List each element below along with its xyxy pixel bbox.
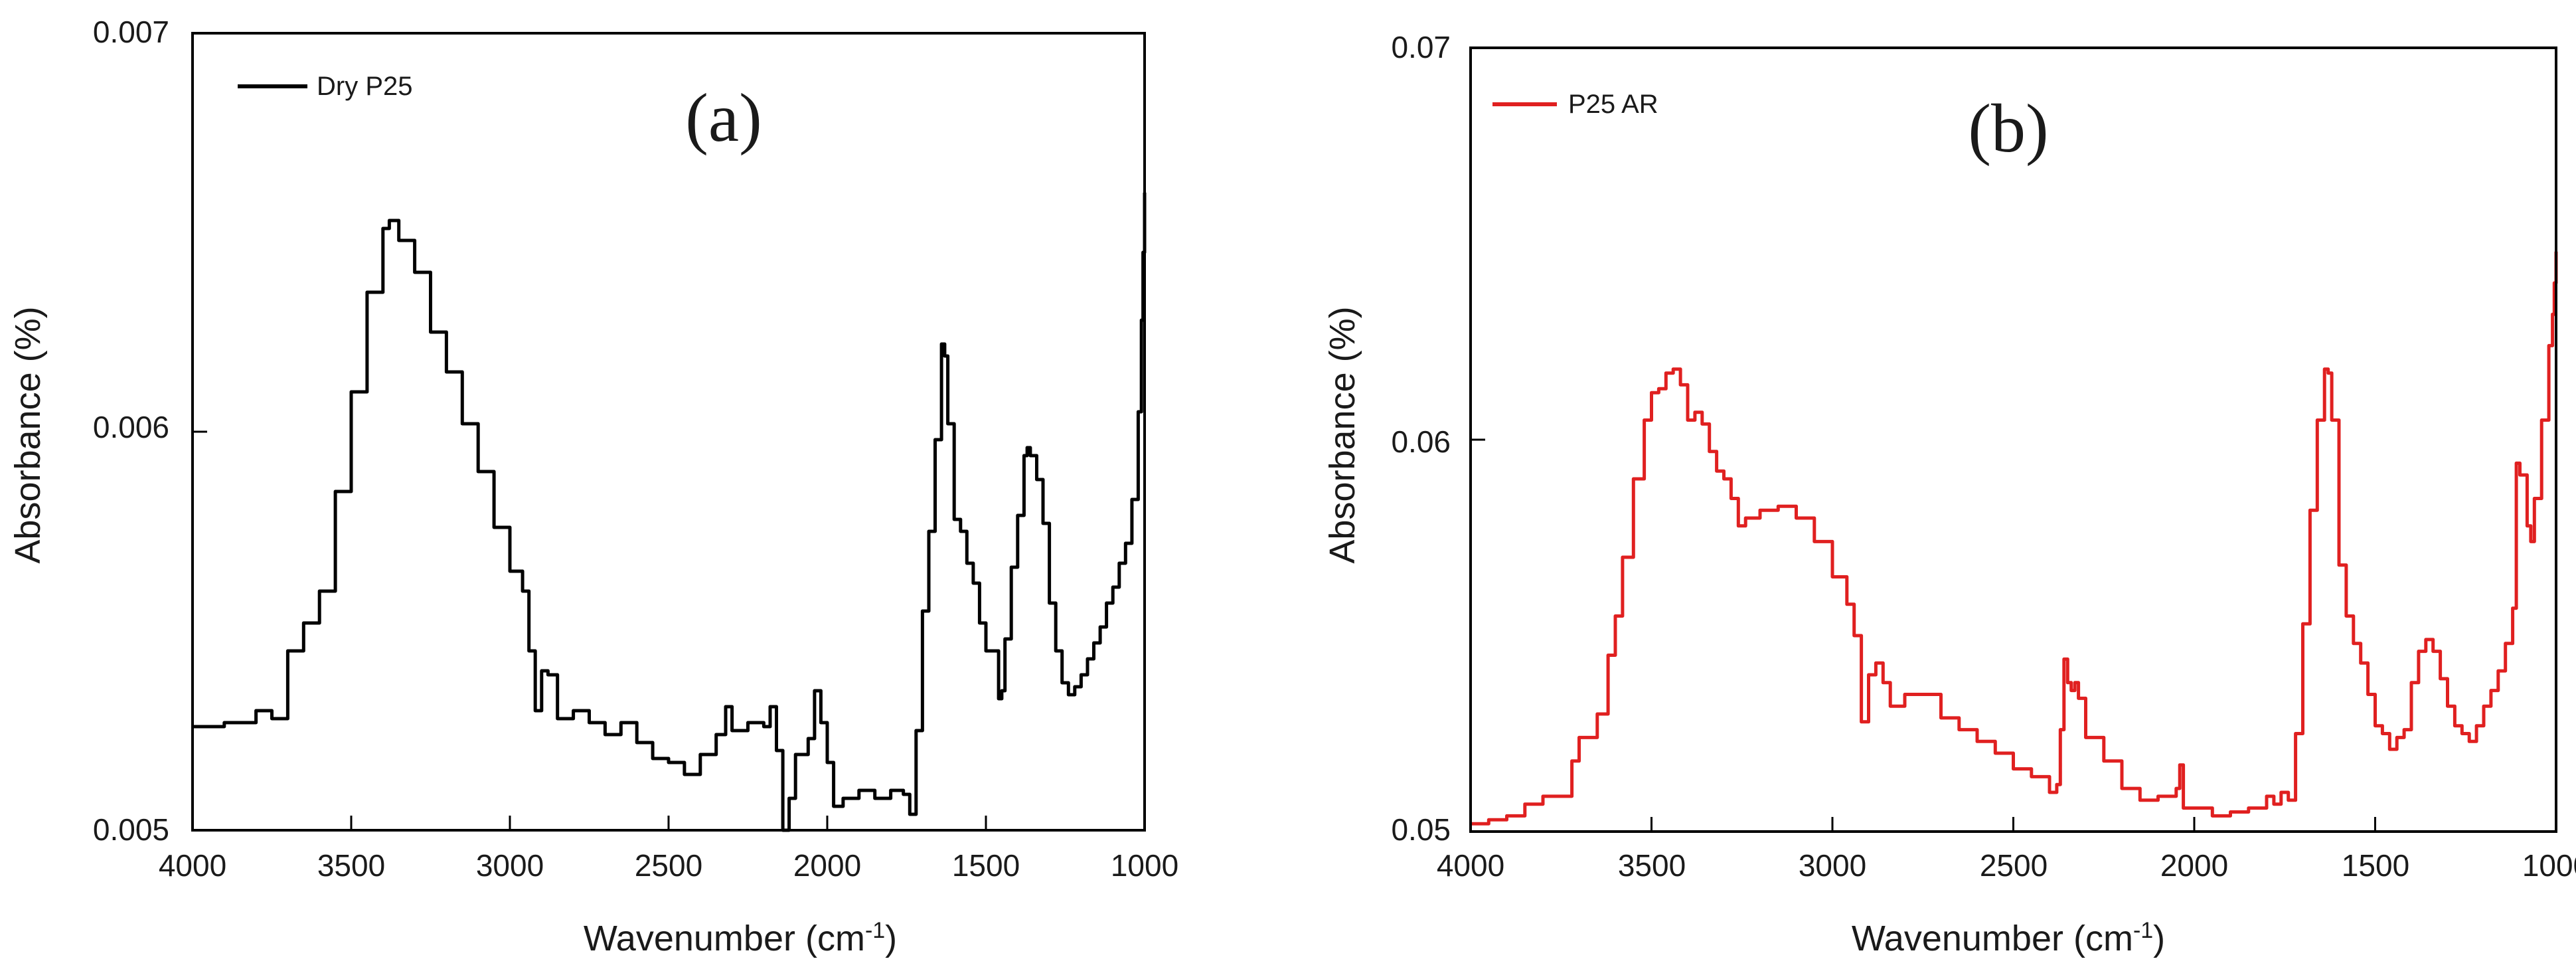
x-tick-label-a-3: 2500 [635,848,702,883]
y-axis-title-a: Absorbance (%) [8,306,48,563]
y-tick-label-a-2: 0.007 [93,15,169,49]
x-tick-label-b-4: 2000 [2160,848,2228,883]
x-tick-labels-b: 4000 3500 3000 2500 2000 1500 1000 [1437,848,2576,883]
legend-b: P25 AR [1492,90,1658,119]
x-tick-label-a-2: 3000 [476,848,544,883]
x-tick-label-b-5: 1500 [2342,848,2409,883]
series-line-a-group [193,193,1147,832]
y-tick-label-a-1: 0.006 [93,410,169,444]
x-axis-title-b-close: ) [2153,919,2165,958]
y-axis-title-b: Absorbance (%) [1323,306,1362,563]
ticks-a-group [191,32,1146,832]
x-tick-label-b-1: 3500 [1618,848,1686,883]
x-axis-title-a-main: Wavenumber (cm [584,919,865,958]
x-axis-title-b: Wavenumber (cm-1) [1852,918,2165,958]
x-axis-title-b-main: Wavenumber (cm [1852,919,2133,958]
x-axis-title-a-close: ) [885,919,897,958]
series-line-b-0 [1471,251,2558,826]
x-tick-label-a-1: 3500 [317,848,385,883]
chart-panel-a: Absorbance (%) 0.005 0.006 0.007 4000 35… [8,15,1178,958]
x-tick-label-a-6: 1000 [1111,848,1178,883]
y-tick-label-b-0: 0.05 [1391,812,1451,847]
legend-a: Dry P25 [238,72,413,101]
x-axis-title-a-sup: -1 [865,918,885,943]
x-tick-label-a-5: 1500 [952,848,1020,883]
x-axis-title-a: Wavenumber (cm-1) [584,918,897,958]
x-tick-label-a-0: 4000 [159,848,226,883]
legend-label-b: P25 AR [1568,90,1658,119]
series-line-b-group [1471,251,2558,826]
y-tick-labels-a: 0.005 0.006 0.007 [93,15,169,847]
x-tick-label-b-3: 2500 [1980,848,2048,883]
series-line-a-0 [193,193,1147,832]
x-tick-label-a-4: 2000 [793,848,861,883]
legend-label-a: Dry P25 [317,72,413,101]
plot-frame-a [191,32,1146,832]
x-tick-labels-a: 4000 3500 3000 2500 2000 1500 1000 [159,848,1178,883]
plot-frame-b [1469,46,2557,833]
x-tick-label-b-0: 4000 [1437,848,1504,883]
chart-panel-b: Absorbance (%) 0.05 0.06 0.07 4000 3500 … [1323,30,2576,958]
y-tick-label-b-1: 0.06 [1391,424,1451,459]
y-tick-label-a-0: 0.005 [93,812,169,847]
y-tick-labels-b: 0.05 0.06 0.07 [1391,30,1451,847]
panel-label-b: (b) [1968,90,2048,167]
x-tick-label-b-6: 1000 [2522,848,2576,883]
y-tick-label-b-2: 0.07 [1391,30,1451,64]
panel-label-a: (a) [685,80,762,156]
x-axis-title-b-sup: -1 [2133,918,2153,943]
x-tick-label-b-2: 3000 [1799,848,1866,883]
